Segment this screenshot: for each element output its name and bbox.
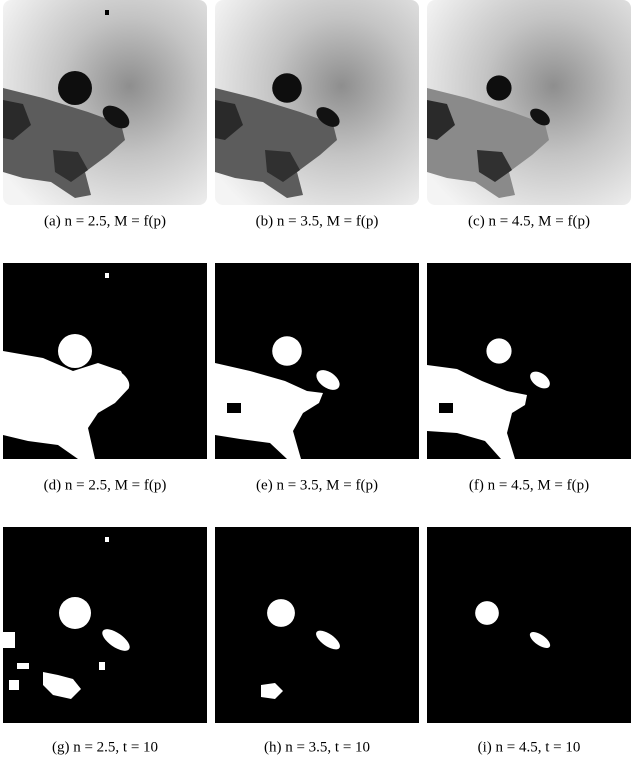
speck — [3, 632, 15, 648]
dark-blob — [272, 73, 302, 103]
white-blob — [486, 338, 511, 363]
subfigure-image — [215, 0, 419, 205]
white-blob — [475, 601, 499, 625]
caption: (e) n = 3.5, M = f(p) — [256, 477, 378, 493]
subfigure-image — [3, 0, 207, 205]
image-background — [427, 527, 631, 723]
dot — [105, 537, 109, 542]
dark-blob — [486, 75, 511, 100]
caption: (h) n = 3.5, t = 10 — [264, 739, 370, 755]
dot — [105, 10, 109, 15]
speck — [99, 662, 105, 670]
caption: (b) n = 3.5, M = f(p) — [256, 213, 379, 229]
subfigure-image — [427, 263, 631, 459]
subfigure-image — [215, 263, 419, 459]
white-blob — [59, 597, 91, 629]
subfigure-image — [215, 527, 419, 723]
white-blob — [272, 336, 302, 366]
caption: (f) n = 4.5, M = f(p) — [469, 477, 589, 493]
dark-blob — [58, 71, 92, 105]
speck — [17, 663, 29, 669]
white-blob — [58, 334, 92, 368]
caption: (a) n = 2.5, M = f(p) — [44, 213, 166, 229]
speck — [9, 680, 19, 690]
caption: (g) n = 2.5, t = 10 — [52, 739, 158, 755]
image-background — [215, 527, 419, 723]
figure: (a) n = 2.5, M = f(p) (b) n = 3.5, M = f(… — [0, 0, 634, 766]
caption: (i) n = 4.5, t = 10 — [478, 739, 581, 755]
dot — [105, 273, 109, 278]
white-blob — [267, 599, 295, 627]
subfigure-image — [3, 527, 207, 723]
image-background — [3, 527, 207, 723]
subfigure-image — [3, 263, 207, 459]
caption: (d) n = 2.5, M = f(p) — [44, 477, 167, 493]
subfigure-image — [427, 0, 631, 205]
caption: (c) n = 4.5, M = f(p) — [468, 213, 590, 229]
subfigure-image — [427, 527, 631, 723]
gap — [439, 403, 453, 413]
gap — [227, 403, 241, 413]
